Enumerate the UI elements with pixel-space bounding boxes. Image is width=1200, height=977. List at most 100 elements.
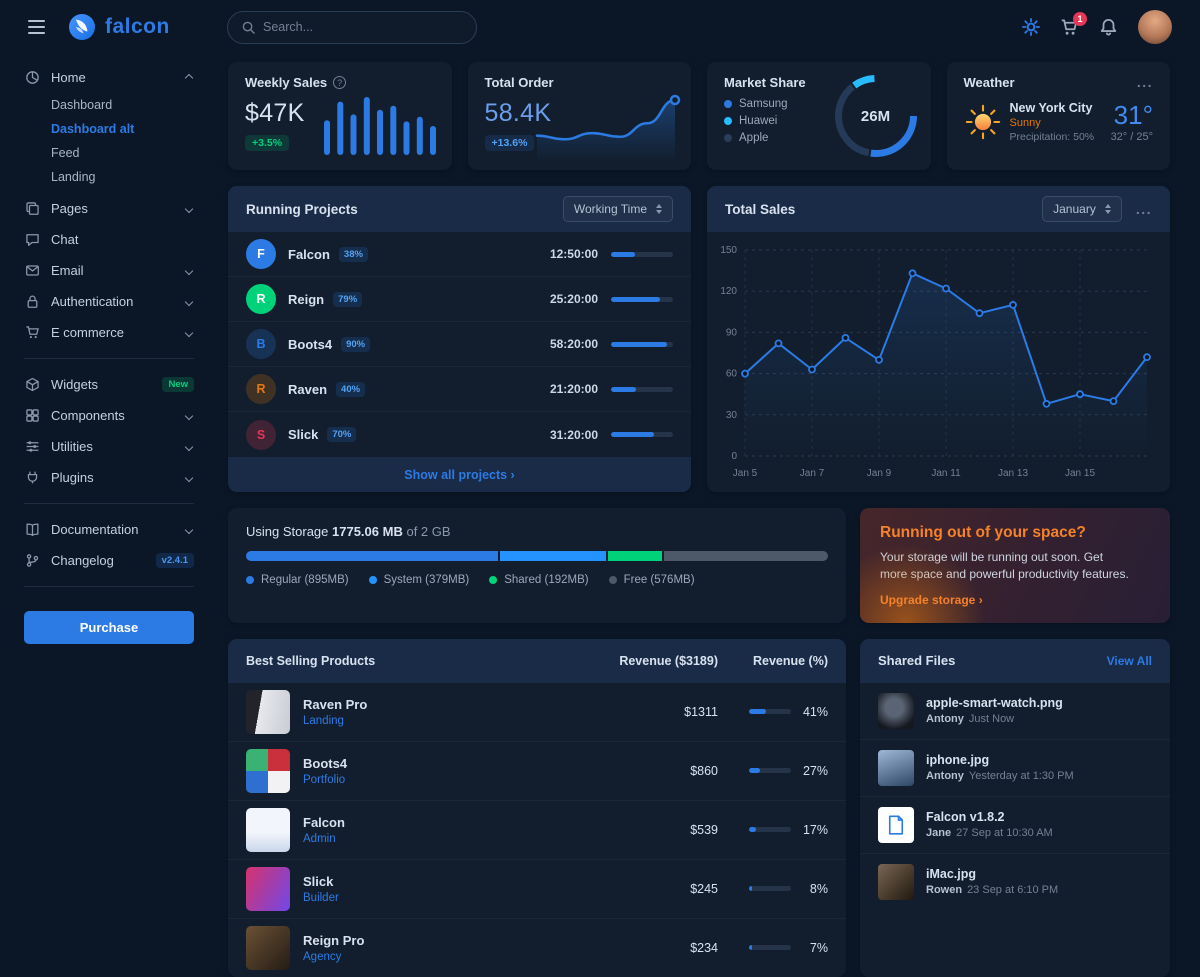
product-row[interactable]: Slick Builder $245 8% [228,860,846,919]
storage-bar [246,551,828,561]
project-row[interactable]: R Reign 79% 25:20:00 [228,277,691,322]
month-select[interactable]: January [1042,196,1122,222]
sidebar-divider [24,503,194,504]
select-value: January [1053,202,1096,216]
legend-dot [724,117,732,125]
card-title: Weather [963,75,1015,90]
storage-legend: Regular (895MB) System (379MB) Shared (1… [246,574,828,586]
sidebar-item-pages[interactable]: Pages [24,193,194,224]
product-thumbnail[interactable] [246,748,290,793]
search-box[interactable] [227,10,477,44]
working-time-select[interactable]: Working Time [562,196,673,222]
card-title: Weekly Sales [245,75,328,90]
sidebar-item-landing[interactable]: Landing [51,170,96,184]
project-row[interactable]: F Falcon 38% 12:50:00 [228,232,691,277]
project-row[interactable]: B Boots4 90% 58:20:00 [228,322,691,367]
sidebar-item-authentication[interactable]: Authentication [24,286,194,317]
nav-label: Components [51,408,125,423]
legend-dot [246,576,254,584]
product-category-link[interactable]: Admin [303,832,336,845]
sort-carets-icon [656,204,662,214]
sidebar-item-plugins[interactable]: Plugins [24,462,194,493]
product-row[interactable]: Boots4 Portfolio $860 27% [228,742,846,801]
help-icon[interactable]: ? [333,76,347,89]
sidebar-item-utilities[interactable]: Utilities [24,431,194,462]
sidebar-item-email[interactable]: Email [24,255,194,286]
product-thumbnail[interactable] [246,807,290,852]
sliders-icon [24,439,40,454]
sidebar-item-feed[interactable]: Feed [51,146,80,160]
revenue-pct: 7% [809,940,828,955]
product-row[interactable]: Raven Pro Landing $1311 41% [228,683,846,742]
storage-segment [608,551,663,561]
sidebar-item-components[interactable]: Components [24,400,194,431]
market-share-total: 26M [860,107,891,125]
revenue-bar [749,709,791,715]
project-name: Slick [288,427,319,442]
notifications-bell-icon[interactable] [1099,18,1118,37]
settings-gear-icon[interactable] [1022,18,1040,36]
running-projects-header: Running Projects Working Time [228,186,691,232]
project-progress-bar [611,386,673,392]
product-category-link[interactable]: Portfolio [303,773,346,786]
file-thumbnail[interactable] [878,863,914,900]
pie-chart-icon [24,70,40,85]
sidebar-item-widgets[interactable]: Widgets New [24,369,194,400]
product-row[interactable]: Falcon Admin $539 17% [228,801,846,860]
project-time: 25:20:00 [549,292,598,306]
storage-total: of 2 GB [406,524,451,539]
project-time: 12:50:00 [549,247,598,261]
shared-file-row[interactable]: Falcon v1.8.2 Jane 27 Sep at 10:30 AM [860,797,1170,854]
file-thumbnail[interactable] [878,749,914,786]
best-selling-header: Best Selling Products Revenue ($3189) Re… [228,638,846,683]
legend-label: Apple [739,132,769,144]
card-menu-icon[interactable]: ... [1135,200,1152,217]
sidebar-item-chat[interactable]: Chat [24,224,194,255]
user-avatar[interactable] [1138,10,1172,44]
product-thumbnail[interactable] [246,866,290,911]
file-thumbnail[interactable] [878,692,914,729]
shared-file-row[interactable]: iphone.jpg Antony Yesterday at 1:30 PM [860,740,1170,797]
menu-toggle-button[interactable] [24,16,49,38]
new-badge: New [162,377,194,392]
sidebar-item-changelog[interactable]: Changelog v2.4.1 [24,545,194,576]
storage-segment [499,551,607,561]
product-revenue: $539 [690,822,718,837]
nav-label: E commerce [51,325,124,340]
product-category-link[interactable]: Landing [303,714,344,727]
show-all-projects-link[interactable]: Show all projects › [404,468,515,482]
chevron-down-icon [184,328,194,337]
cube-icon [24,377,40,392]
upgrade-storage-link[interactable]: Upgrade storage › [880,592,983,607]
product-thumbnail[interactable] [246,925,290,970]
middle-row: Running Projects Working Time F Falcon 3… [228,186,1170,492]
sidebar: Home Dashboard Dashboard alt Feed Landin… [0,54,216,644]
brand[interactable]: falcon [67,12,213,42]
product-thumbnail[interactable] [246,689,290,734]
search-input[interactable] [263,20,462,34]
project-row[interactable]: S Slick 70% 31:20:00 [228,412,691,457]
svg-text:30: 30 [726,410,738,421]
product-category-link[interactable]: Builder [303,891,339,904]
shared-file-row[interactable]: apple-smart-watch.png Antony Just Now [860,683,1170,740]
legend-label: Shared (192MB) [504,574,589,586]
view-all-link[interactable]: View All [1106,653,1152,668]
purchase-button[interactable]: Purchase [24,611,194,644]
product-row[interactable]: Reign Pro Agency $234 7% [228,919,846,977]
sidebar-item-ecommerce[interactable]: E commerce [24,317,194,348]
cart-icon[interactable]: 1 [1060,11,1087,37]
file-thumbnail[interactable] [878,806,914,843]
sidebar-item-home[interactable]: Home [24,62,194,93]
sidebar-item-dashboard[interactable]: Dashboard [51,98,113,112]
project-avatar: R [246,284,276,314]
sidebar-item-documentation[interactable]: Documentation [24,514,194,545]
shared-file-row[interactable]: iMac.jpg Rowen 23 Sep at 6:10 PM [860,854,1170,910]
nav-label: Plugins [51,470,94,485]
column-header-revenue: Revenue ($3189) [619,653,718,668]
storage-row: Using Storage 1775.06 MB of 2 GB Regular… [228,508,1170,623]
weekly-sales-chart [323,97,436,155]
project-row[interactable]: R Raven 40% 21:20:00 [228,367,691,412]
product-category-link[interactable]: Agency [303,950,342,963]
card-menu-icon[interactable]: ... [1136,74,1153,90]
sidebar-item-dashboard-alt[interactable]: Dashboard alt [51,122,135,136]
